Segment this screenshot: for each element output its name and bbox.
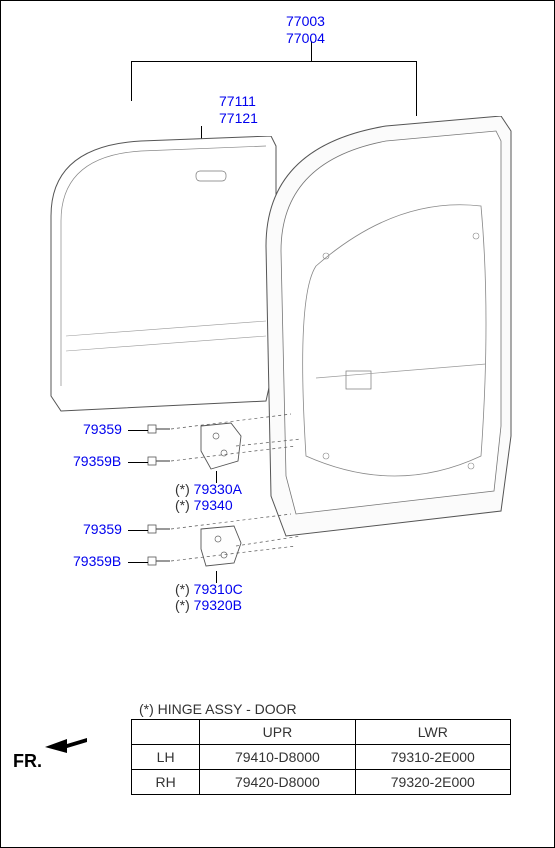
leader-hinge-upper	[216, 471, 217, 483]
table-header-row: UPR LWR	[132, 720, 511, 745]
fr-arrow-icon	[45, 733, 89, 757]
table-header-lwr: LWR	[355, 720, 510, 745]
callout-79330a[interactable]: 79330A	[194, 481, 242, 497]
callout-79320b-row: (*) 79320B	[175, 597, 242, 614]
diagram-canvas: 77003 77004 77111 77121	[0, 0, 555, 848]
leader-79359b-lower	[128, 562, 148, 563]
leader-79359b-upper	[128, 462, 148, 463]
leader-hinge-lower	[216, 571, 217, 583]
leader-79359-upper	[128, 430, 148, 431]
table-cell-lh: LH	[132, 745, 200, 770]
callout-79320b[interactable]: 79320B	[194, 597, 242, 613]
fr-label: FR.	[13, 751, 42, 772]
callout-79359b-lower[interactable]: 79359B	[73, 553, 121, 570]
callout-79340-row: (*) 79340	[175, 497, 233, 514]
table-cell-rh-upr: 79420-D8000	[200, 770, 355, 795]
table-cell-rh: RH	[132, 770, 200, 795]
table-row: RH 79420-D8000 79320-2E000	[132, 770, 511, 795]
note-marker-4: (*)	[175, 597, 190, 613]
note-marker-1: (*)	[175, 481, 190, 497]
table-cell-lh-lwr: 79310-2E000	[355, 745, 510, 770]
callout-79310c-row: (*) 79310C	[175, 581, 243, 598]
table-cell-rh-lwr: 79320-2E000	[355, 770, 510, 795]
callout-79340[interactable]: 79340	[194, 497, 233, 513]
callout-79359-lower[interactable]: 79359	[83, 521, 122, 538]
table-header-blank	[132, 720, 200, 745]
callout-79359-upper[interactable]: 79359	[83, 421, 122, 438]
note-marker-3: (*)	[175, 581, 190, 597]
leader-79359-lower	[128, 530, 148, 531]
note-marker-2: (*)	[175, 497, 190, 513]
table-cell-lh-upr: 79410-D8000	[200, 745, 355, 770]
table-row: LH 79410-D8000 79310-2E000	[132, 745, 511, 770]
callout-79359b-upper[interactable]: 79359B	[73, 453, 121, 470]
hinge-table: UPR LWR LH 79410-D8000 79310-2E000 RH 79…	[131, 719, 511, 795]
callout-79330a-row: (*) 79330A	[175, 481, 242, 498]
hinge-table-title: (*) HINGE ASSY - DOOR	[131, 701, 511, 717]
table-header-upr: UPR	[200, 720, 355, 745]
callout-79310c[interactable]: 79310C	[194, 581, 243, 597]
assembly-dash-lines	[1, 1, 555, 681]
hinge-table-wrap: (*) HINGE ASSY - DOOR UPR LWR LH 79410-D…	[131, 701, 511, 795]
